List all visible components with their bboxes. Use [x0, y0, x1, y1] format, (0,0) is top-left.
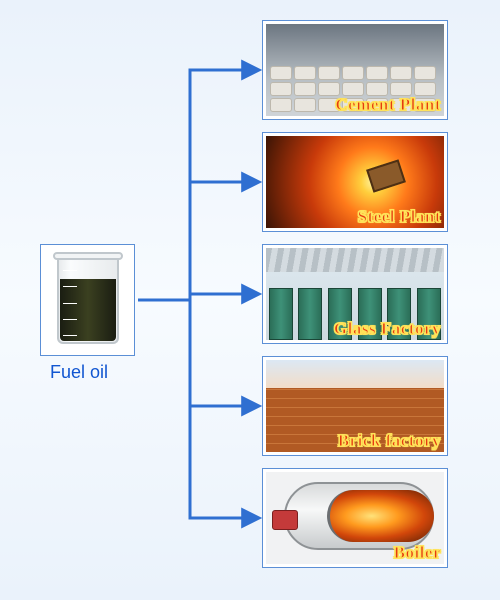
dest-cement-box: Cement Plant	[262, 20, 448, 120]
beaker-icon	[57, 256, 119, 344]
dest-steel-box: Steel Plant	[262, 132, 448, 232]
glass-factory-label: Glass Factory	[334, 319, 441, 339]
cement-plant-label: Cement Plant	[335, 95, 441, 115]
brick-factory-label: Brick factory	[338, 431, 441, 451]
dest-glass-box: Glass Factory	[262, 244, 448, 344]
dest-boiler-box: Boiler	[262, 468, 448, 568]
fuel-oil-box	[40, 244, 135, 356]
dest-brick-box: Brick factory	[262, 356, 448, 456]
steel-plant-label: Steel Plant	[358, 207, 441, 227]
boiler-label: Boiler	[394, 543, 441, 563]
fuel-oil-label: Fuel oil	[50, 362, 108, 383]
fuel-oil-image	[44, 248, 131, 352]
